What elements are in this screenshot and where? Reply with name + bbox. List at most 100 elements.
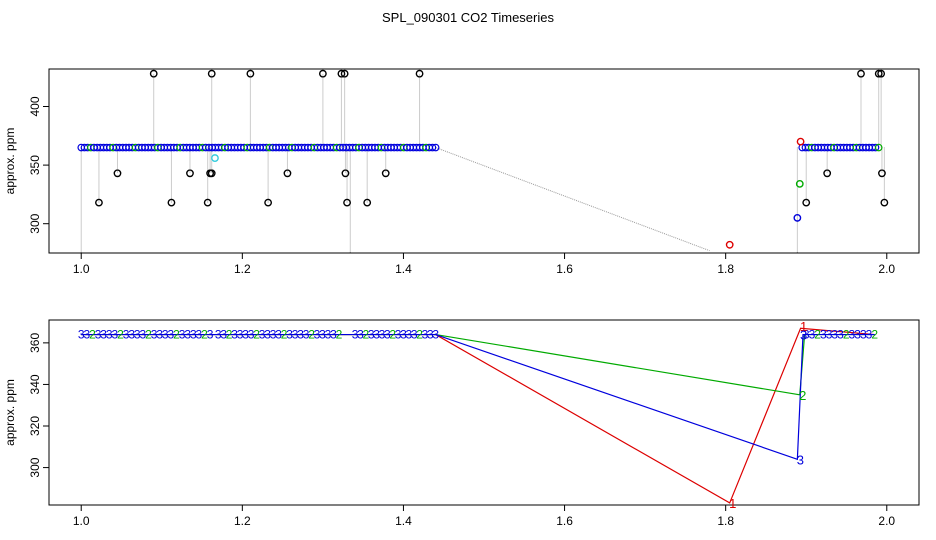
run-label: 3 — [123, 328, 130, 342]
run-label: 3 — [411, 328, 418, 342]
top-scatter-panel: 1.0 1.2 1.4 1.6 1.8 2.0 300 350 400 approx. ppm — [3, 68, 920, 276]
data-point — [207, 69, 216, 78]
run-label: 2 — [117, 328, 124, 342]
run-label: 3 — [379, 328, 386, 342]
y-tick-label: 300 — [28, 213, 42, 233]
run-label: 3 — [106, 328, 113, 342]
point-label: 1 — [800, 319, 807, 334]
x-tick-label: 1.0 — [73, 514, 90, 528]
run-label: 3 — [207, 328, 214, 342]
run-label: 2 — [226, 328, 233, 342]
run-label: 2 — [145, 328, 152, 342]
data-point — [203, 198, 212, 207]
data-point — [113, 169, 122, 178]
run-label: 2 — [173, 328, 180, 342]
run-label: 3 — [248, 328, 255, 342]
x-tick-label: 1.6 — [556, 262, 573, 276]
run-label: 3 — [196, 328, 203, 342]
run-label: 3 — [400, 328, 407, 342]
data-point — [725, 240, 734, 249]
run-label: 3 — [319, 328, 326, 342]
run-label: 3 — [275, 328, 282, 342]
run-label: 2 — [871, 328, 878, 342]
run-label: 3 — [820, 328, 827, 342]
x-tick-label: 1.4 — [395, 514, 412, 528]
run-label: 2 — [363, 328, 370, 342]
data-point — [167, 198, 176, 207]
run-label: 3 — [220, 328, 227, 342]
run-label: 3 — [112, 328, 119, 342]
data-point — [795, 179, 804, 188]
run-label: 3 — [190, 328, 197, 342]
data-point — [186, 169, 194, 178]
figure-title: SPL_090301 CO2 Timeseries — [382, 10, 554, 25]
run-label: 3 — [373, 328, 380, 342]
run-label: 2 — [416, 328, 423, 342]
run-label: 3 — [128, 328, 135, 342]
run-label: 3 — [156, 328, 163, 342]
run-label: 3 — [270, 328, 277, 342]
y-tick-label: 340 — [28, 374, 42, 394]
run-label: 3 — [237, 328, 244, 342]
data-point — [341, 169, 350, 178]
x-tick-label: 1.0 — [73, 262, 90, 276]
run-label: 3 — [78, 328, 85, 342]
data-point — [211, 154, 219, 162]
run-label: 3 — [314, 328, 321, 342]
x-tick-label: 2.0 — [878, 262, 895, 276]
data-point — [95, 198, 103, 207]
data-point — [802, 198, 811, 207]
y-tick-label: 400 — [28, 96, 42, 116]
run-label: 3 — [803, 328, 810, 342]
run-label: 3 — [352, 328, 359, 342]
point-label: 3 — [797, 452, 804, 467]
data-point — [318, 69, 327, 78]
run-label: 3 — [286, 328, 293, 342]
run-label: 3 — [168, 328, 175, 342]
plot-frame — [48, 319, 920, 506]
band-point — [431, 143, 440, 152]
run-label: 2 — [201, 328, 208, 342]
run-label: 3 — [395, 328, 402, 342]
data-point — [823, 169, 832, 178]
run-label: 3 — [231, 328, 238, 342]
x-tick-label: 1.2 — [234, 514, 251, 528]
run-label: 3 — [151, 328, 158, 342]
data-point — [149, 69, 158, 78]
run-label: 3 — [242, 328, 249, 342]
run-label: 3 — [95, 328, 102, 342]
run-label: 3 — [184, 328, 191, 342]
x-tick-label: 1.4 — [395, 262, 412, 276]
run-label: 3 — [854, 328, 861, 342]
data-point — [381, 169, 390, 178]
data-point — [878, 169, 886, 178]
y-tick-label: 350 — [28, 155, 42, 175]
run-label: 3 — [325, 328, 332, 342]
y-axis-label: approx. ppm — [3, 379, 17, 446]
bottom-line-panel: 1.0 1.2 1.4 1.6 1.8 2.0 300 320 340 360 approx. pp… — [3, 319, 920, 528]
data-point — [246, 69, 255, 78]
run-label: 2 — [336, 328, 343, 342]
run-label: 2 — [89, 328, 96, 342]
plot-frame — [48, 68, 920, 254]
data-point — [877, 69, 886, 78]
data-point — [857, 69, 865, 78]
run-label: 2 — [308, 328, 315, 342]
data-point — [880, 198, 889, 207]
point-label: 1 — [729, 496, 736, 511]
run-label: 3 — [83, 328, 90, 342]
x-tick-label: 1.8 — [717, 514, 734, 528]
run-label: 3 — [432, 328, 439, 342]
band-point — [874, 143, 883, 152]
run-label: 3 — [831, 328, 838, 342]
y-tick-label: 320 — [28, 416, 42, 436]
series-line-1 — [81, 327, 875, 504]
run-label: 2 — [814, 328, 821, 342]
band-point — [428, 143, 437, 152]
data-point — [264, 198, 273, 207]
run-label: 3 — [837, 328, 844, 342]
run-label: 3 — [427, 328, 434, 342]
data-point — [283, 169, 292, 178]
band-point — [871, 143, 880, 152]
run-label: 3 — [422, 328, 429, 342]
